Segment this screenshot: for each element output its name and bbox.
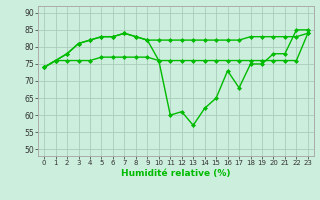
X-axis label: Humidité relative (%): Humidité relative (%) <box>121 169 231 178</box>
